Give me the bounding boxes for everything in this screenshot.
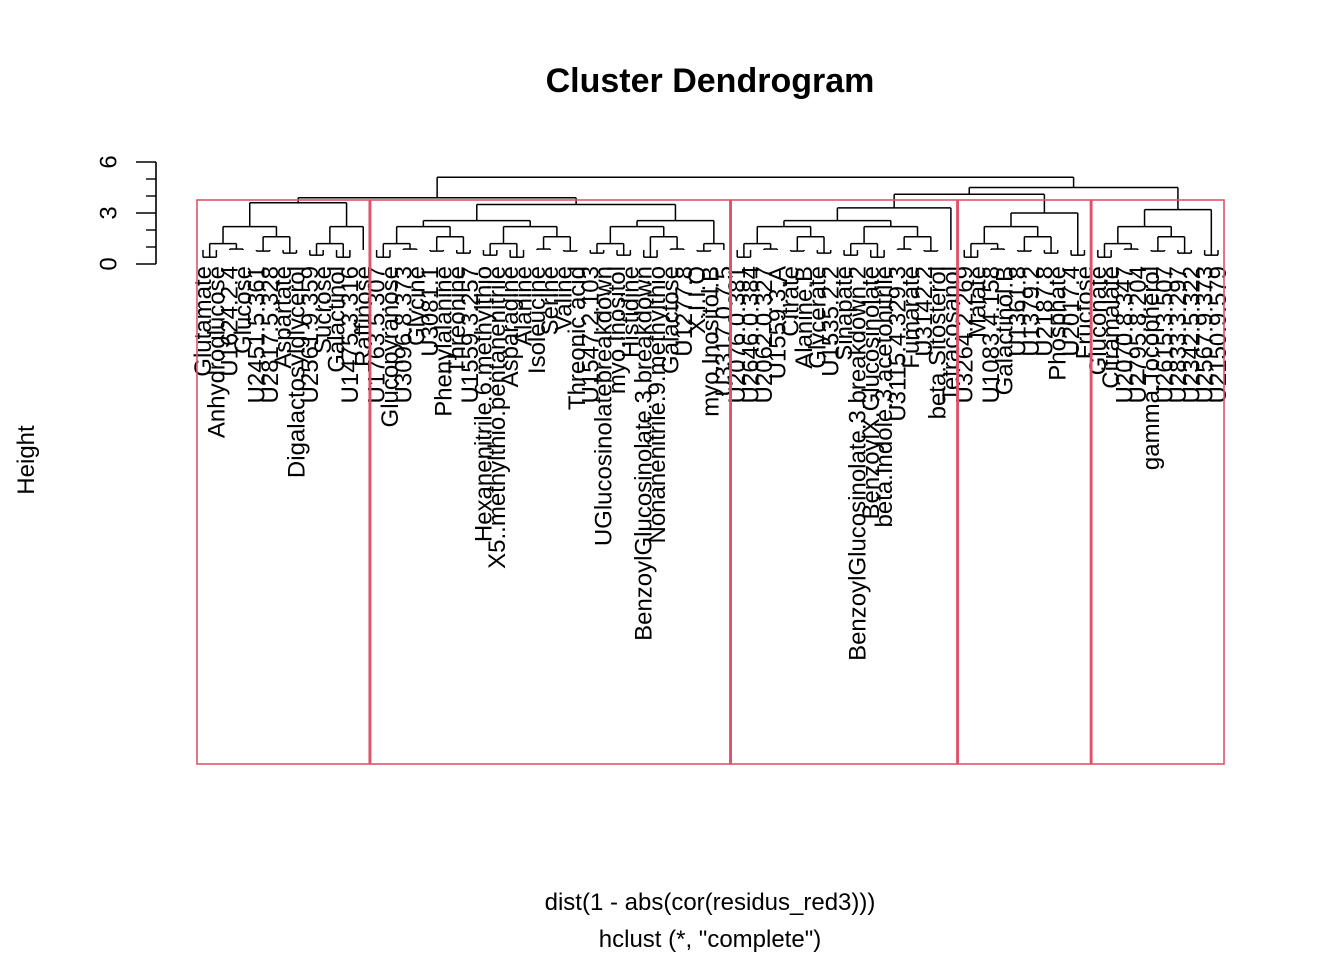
leaf-label: U2187.8 <box>1031 266 1058 357</box>
x-axis-label: dist(1 - abs(cor(residus_red3))) <box>545 889 876 916</box>
leaf-label: U3142.2 <box>911 266 938 357</box>
leaf-label: Serine <box>537 266 564 335</box>
leaf-label: Alanine <box>511 266 538 346</box>
leaf-label: U2451.5.361 <box>243 266 270 403</box>
leaf-label: Histidine <box>617 266 644 358</box>
leaf-label: U2795.8.204 <box>1125 266 1152 403</box>
chart-title: Cluster Dendrogram <box>546 62 875 100</box>
leaf-label: U1559.3.A <box>764 266 791 379</box>
leaf-label: U2561.9.359 <box>297 266 324 403</box>
leaf-label: BenzoylX.Glucosinolate <box>858 266 885 519</box>
leaf-label: U2150.9.579 <box>1205 266 1232 403</box>
leaf-label: U2615.3.507 <box>1152 266 1179 403</box>
leaf-label: U1379.2 <box>1018 266 1045 357</box>
leaf-label: U1475.3.316 <box>337 266 364 403</box>
leaf-label: Asparagine <box>497 266 524 387</box>
leaf-label: Isoleucine <box>524 266 551 374</box>
leaf-label: U2070.8.347 <box>1112 266 1139 403</box>
cluster-rect <box>369 199 731 765</box>
leaf-label: X.I.I.O <box>684 266 711 334</box>
leaf-label: U2076.0.381 <box>724 266 751 403</box>
leaf-label: U2062.0.327 <box>751 266 778 403</box>
leaf-label: Hexanenitrile.6.methylthio <box>470 266 497 542</box>
y-axis: 0 3 6 Height <box>13 155 157 495</box>
leaf-label: U3264.2.269 <box>951 266 978 403</box>
leaf-label: Phenylalanine <box>430 266 457 417</box>
leaf-label: Fumarate <box>898 266 925 369</box>
leaf-label: Threonine <box>444 266 471 374</box>
leaf-label: U2342.5.322 <box>1178 266 1205 403</box>
cluster-rect <box>1090 199 1225 765</box>
cluster-rectangles <box>196 199 1225 765</box>
leaf-label: U3317.0.7.5 <box>711 266 738 397</box>
leaf-label: Nonanenitrile.9.methylthio <box>644 266 671 544</box>
leaf-labels: GlutamateAnhydroglucoseU1624.2.4GlucoseU… <box>190 266 1232 661</box>
leaf-label: Digalactosylglycerol <box>283 266 310 478</box>
leaf-label: Threonic acid <box>564 266 591 410</box>
leaf-label: Glutamate <box>190 266 217 377</box>
leaf-label: U1277.8 <box>671 266 698 357</box>
leaf-label: Galactinol.B <box>991 266 1018 395</box>
leaf-label: Glycerate <box>804 266 831 369</box>
leaf-label: Tetracosanol <box>938 266 965 402</box>
leaf-label: Fructose <box>1071 266 1098 359</box>
leaf-label: Alanine.B <box>791 266 818 369</box>
leaf-label: U3115.4.329.3 <box>884 266 911 422</box>
leaf-label: Sucrose <box>310 266 337 354</box>
leaf-label: UGlucosinolatebreakdown <box>591 266 618 546</box>
leaf-label: Galactose <box>657 266 684 374</box>
leaf-label: U1624.2.4 <box>217 266 244 377</box>
leaf-label: U3081.1 <box>417 266 444 357</box>
leaf-label: U2833.3.297 <box>1165 266 1192 403</box>
leaf-label: X5..methylthio.pentanenitrile <box>484 266 511 569</box>
y-tick-label: 6 <box>95 155 122 168</box>
leaf-label: U2646.0.384 <box>738 266 765 403</box>
leaf-label: Malate <box>965 266 992 338</box>
leaf-label: Citramalate <box>1098 266 1125 389</box>
leaf-label: Aspartate <box>270 266 297 369</box>
method-sublabel: hclust (*, "complete") <box>599 926 821 953</box>
leaf-label: myo.Inositol.B <box>698 266 725 417</box>
leaf-label: beta.Sitosterol <box>925 266 952 419</box>
leaf-label: U1763.5.307 <box>364 266 391 403</box>
leaf-label: Glucopyranose <box>377 266 404 427</box>
leaf-label: Glucose <box>230 266 257 354</box>
leaf-label: Phosphate <box>1045 266 1072 381</box>
y-tick-label: 0 <box>95 257 122 270</box>
leaf-label: U1547.2.103 <box>577 266 604 403</box>
leaf-label: Sinapate <box>831 266 858 361</box>
leaf-label: Anhydroglucose <box>203 266 230 438</box>
cluster-rect <box>957 199 1092 765</box>
leaf-label: U1361.8 <box>1005 266 1032 357</box>
leaf-label: U2817.5.328 <box>257 266 284 403</box>
leaf-label: Citrate <box>778 266 805 337</box>
leaf-label: U1559.3.257 <box>457 266 484 403</box>
leaf-label: BenzoylGlucosinolate.3.breakdown <box>631 266 658 641</box>
leaf-label: Glycine <box>404 266 431 346</box>
leaf-label: U3096.8.373 <box>390 266 417 403</box>
leaf-label: U2017.4 <box>1058 266 1085 357</box>
cluster-rect <box>196 199 371 765</box>
leaf-label: Valine <box>551 266 578 331</box>
y-axis-label: Height <box>13 425 40 495</box>
y-tick-label: 3 <box>95 206 122 219</box>
leaf-label: U1535.2.2 <box>818 266 845 377</box>
leaf-label: U1083.4.158 <box>978 266 1005 403</box>
leaf-label: U2567.9.373 <box>1192 266 1219 403</box>
leaf-label: Gluconate <box>1085 266 1112 375</box>
leaf-label: gamma.Tocopherol <box>1138 266 1165 470</box>
leaf-label: Galactinol <box>324 266 351 373</box>
leaf-label: myo.Inositol <box>604 266 631 394</box>
leaf-label: Raffinose <box>350 266 377 367</box>
dendrogram-tree <box>202 176 1219 258</box>
leaf-label: BenzoylGlucosinolate.3.breakdown.2 <box>844 266 871 661</box>
y-minor-ticks <box>146 178 156 248</box>
leaf-label: beta.Indole.3.acetonitrile <box>871 266 898 528</box>
cluster-rect <box>730 199 958 765</box>
